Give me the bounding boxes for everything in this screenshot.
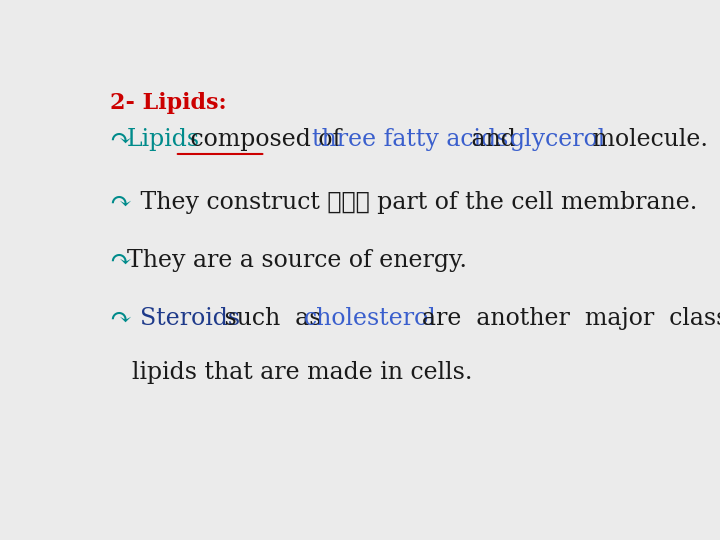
Text: and: and	[464, 128, 523, 151]
Text: such  as: such as	[217, 307, 329, 330]
Text: composed of: composed of	[184, 128, 349, 151]
Text: ↷: ↷	[109, 306, 148, 331]
Text: are  another  major  class  of: are another major class of	[407, 307, 720, 330]
Text: three fatty acids: three fatty acids	[312, 128, 508, 151]
Text: ↷: ↷	[109, 127, 132, 152]
Text: ↷: ↷	[109, 190, 140, 214]
Text: Steroids: Steroids	[140, 307, 240, 330]
Text: glycerol: glycerol	[510, 128, 606, 151]
Text: molecule.: molecule.	[585, 128, 708, 151]
Text: 2- Lipids:: 2- Lipids:	[109, 92, 226, 114]
Text: ↷: ↷	[109, 248, 132, 273]
Text: Lipids: Lipids	[127, 128, 200, 151]
Text: They are a source of energy.: They are a source of energy.	[127, 249, 467, 272]
Text: They construct تكن part of the cell membrane.: They construct تكن part of the cell memb…	[133, 191, 698, 213]
Text: lipids that are made in cells.: lipids that are made in cells.	[132, 361, 472, 384]
Text: cholesterol: cholesterol	[304, 307, 437, 330]
